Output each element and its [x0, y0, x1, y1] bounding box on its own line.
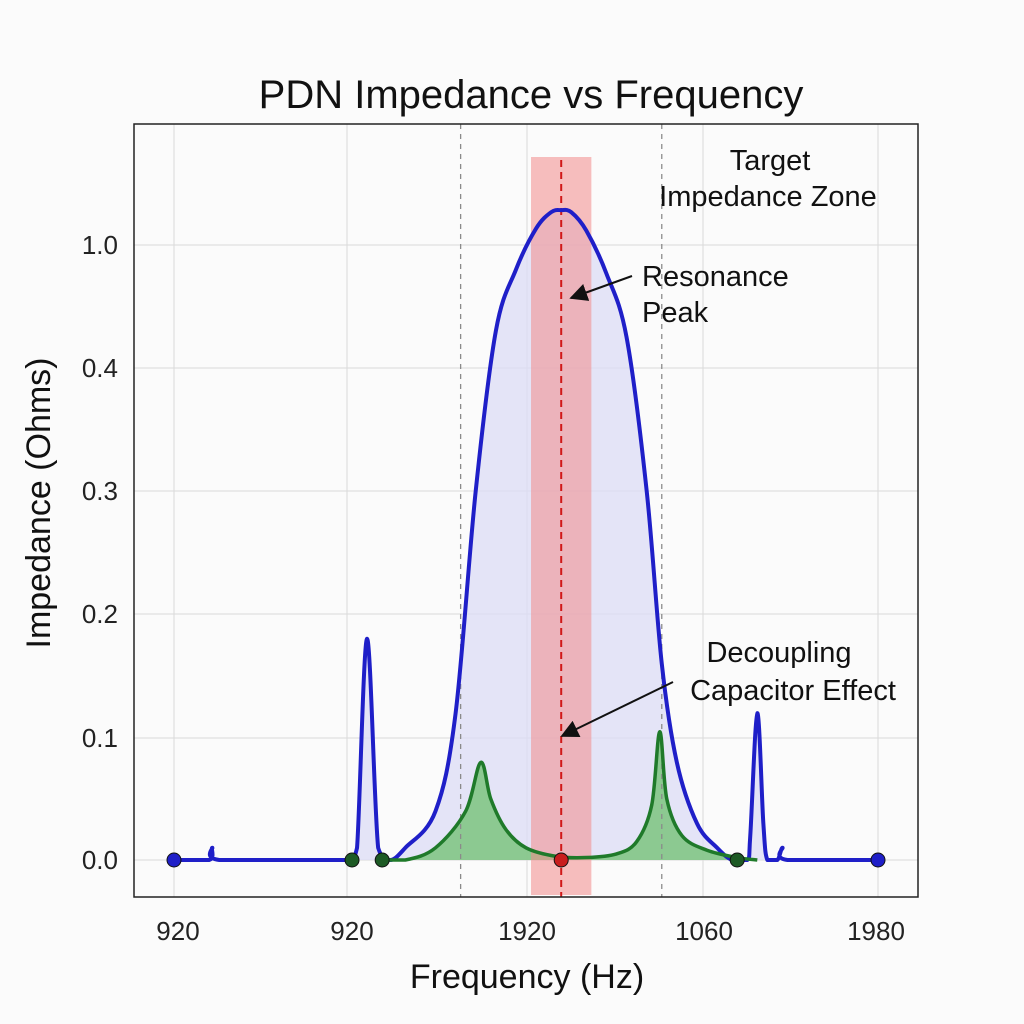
- data-point-marker: [553, 852, 569, 868]
- y-tick-label: 1.0: [82, 230, 118, 260]
- y-tick-label: 0.4: [82, 353, 118, 383]
- y-tick-label: 0.2: [82, 599, 118, 629]
- x-axis-label: Frequency (Hz): [410, 958, 644, 996]
- resonance-arrow: [569, 275, 633, 301]
- y-tick-labels: 0.0 0.1 0.2 0.3 0.4 1.0: [82, 230, 118, 875]
- data-point-marker: [374, 852, 390, 868]
- y-tick-label: 0.3: [82, 476, 118, 506]
- chart-title: PDN Impedance vs Frequency: [259, 73, 804, 117]
- data-point-marker: [870, 852, 886, 868]
- series-fills: [174, 209, 878, 861]
- y-tick-label: 0.0: [82, 845, 118, 875]
- data-markers: [166, 852, 886, 868]
- annotation-decoupling: Decoupling Capacitor Effect: [560, 637, 896, 738]
- plot-frame: [133, 123, 919, 898]
- annotation-resonance-line-1: Resonance: [642, 261, 789, 293]
- annotation-resonance-peak: Resonance Peak: [569, 261, 789, 329]
- x-tick-label: 920: [156, 916, 199, 946]
- x-tick-label: 1980: [847, 916, 905, 946]
- annotation-decoupling-line-2: Capacitor Effect: [690, 675, 896, 707]
- data-point-marker: [166, 852, 182, 868]
- y-axis-label: Impedance (Ohms): [20, 358, 58, 649]
- annotation-target-zone: Target Impedance Zone: [659, 145, 877, 213]
- annotation-target-line-1: Target: [730, 145, 811, 177]
- annotation-resonance-line-2: Peak: [642, 297, 709, 329]
- data-point-marker: [344, 852, 360, 868]
- annotation-target-line-2: Impedance Zone: [659, 181, 877, 213]
- annotation-decoupling-line-1: Decoupling: [706, 637, 851, 669]
- x-tick-labels: 920 920 1920 1060 1980: [156, 916, 905, 946]
- decoupling-arrow: [560, 681, 674, 738]
- series-line-total-impedance: [174, 207, 878, 863]
- series-line-decoupling-capacitor-effect: [375, 730, 758, 862]
- data-point-marker: [729, 852, 745, 868]
- x-tick-label: 1060: [675, 916, 733, 946]
- x-tick-label: 1920: [498, 916, 556, 946]
- series-fill-total-impedance: [174, 209, 878, 861]
- x-tick-label: 920: [330, 916, 373, 946]
- series-lines: [174, 207, 878, 863]
- y-tick-label: 0.1: [82, 723, 118, 753]
